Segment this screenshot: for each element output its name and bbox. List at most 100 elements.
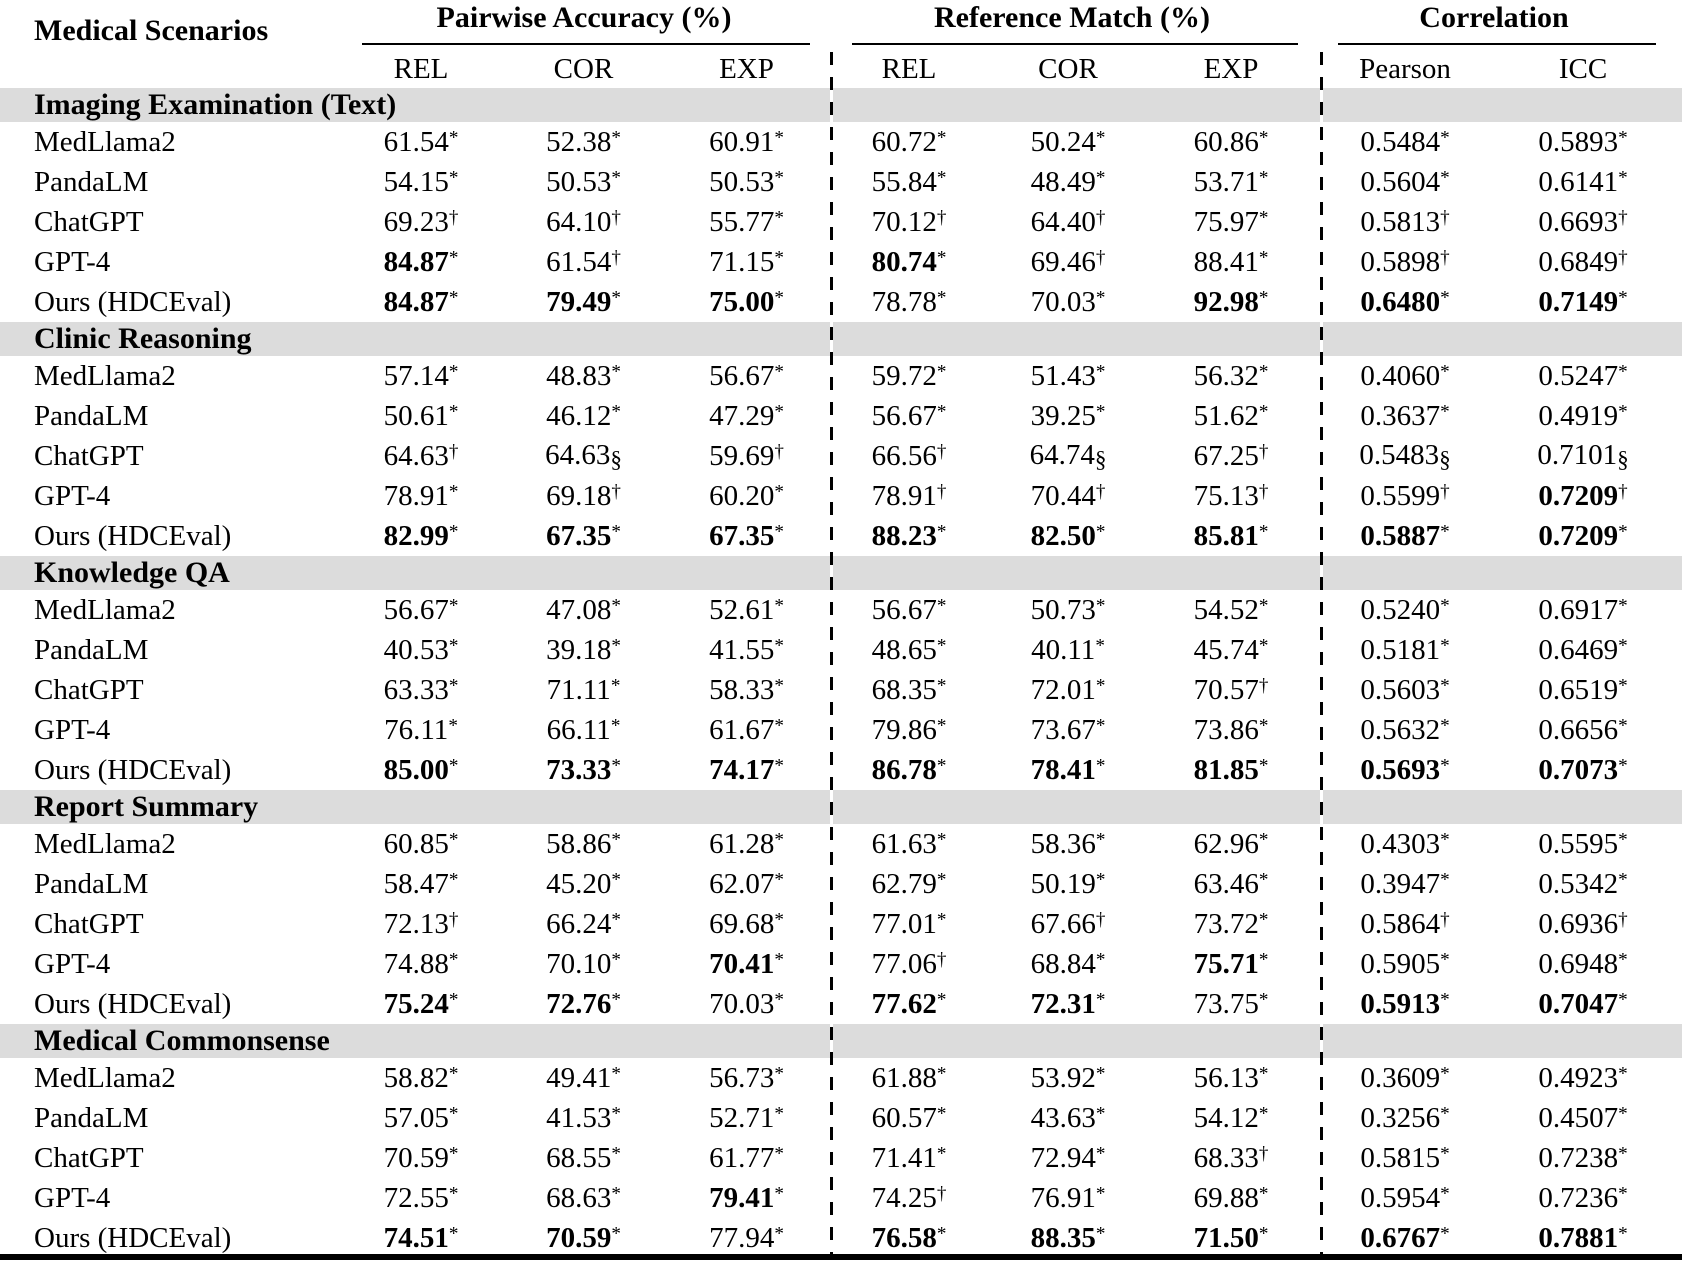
metric-value: 67.25 bbox=[1193, 439, 1259, 472]
metric-value: 70.41 bbox=[709, 947, 775, 980]
model-name: ChatGPT bbox=[34, 439, 144, 472]
significance-marker: * bbox=[1258, 401, 1269, 423]
significance-marker: † bbox=[1618, 207, 1628, 229]
significance-marker: * bbox=[1618, 361, 1628, 383]
model-name: Ours (HDCEval) bbox=[34, 987, 232, 1020]
model-name: Ours (HDCEval) bbox=[34, 753, 232, 786]
metric-cell: 67.66† bbox=[990, 908, 1146, 941]
group-correlation-label: Correlation bbox=[1419, 1, 1569, 34]
metric-value: 50.61 bbox=[383, 399, 449, 432]
metric-cell: 53.71* bbox=[1146, 166, 1316, 199]
metric-cell: 58.47* bbox=[340, 868, 502, 901]
metric-cell: 56.67* bbox=[665, 360, 828, 393]
significance-marker: * bbox=[1440, 521, 1450, 543]
metric-value: 0.6141 bbox=[1538, 165, 1619, 198]
significance-marker: * bbox=[1095, 989, 1106, 1011]
metric-value: 0.6917 bbox=[1538, 593, 1619, 626]
metric-cell: 62.96* bbox=[1146, 828, 1316, 861]
metric-value: 79.41 bbox=[709, 1181, 775, 1214]
metric-value: 64.63 bbox=[383, 439, 449, 472]
significance-marker: * bbox=[1440, 949, 1450, 971]
significance-marker: * bbox=[1440, 1103, 1450, 1125]
significance-marker: * bbox=[611, 1223, 621, 1245]
metric-cell: 70.03* bbox=[990, 286, 1146, 319]
metric-cell: 85.00* bbox=[340, 754, 502, 787]
metric-value: 72.94 bbox=[1030, 1141, 1096, 1174]
significance-marker: † bbox=[611, 207, 621, 229]
metric-value: 0.3256 bbox=[1360, 1101, 1441, 1134]
metric-cell: 0.5603* bbox=[1316, 674, 1494, 707]
metric-cell: 88.23* bbox=[828, 520, 990, 553]
metric-cell: 78.91* bbox=[340, 480, 502, 513]
metric-value: 56.13 bbox=[1193, 1061, 1259, 1094]
significance-marker: * bbox=[774, 909, 784, 931]
metric-cell: 50.53* bbox=[502, 166, 665, 199]
significance-marker: * bbox=[936, 167, 947, 189]
significance-marker: * bbox=[936, 127, 947, 149]
metric-value: 50.19 bbox=[1030, 867, 1096, 900]
significance-marker: * bbox=[774, 715, 784, 737]
metric-value: 74.88 bbox=[383, 947, 449, 980]
metric-cell: 0.5604* bbox=[1316, 166, 1494, 199]
significance-marker: * bbox=[1258, 521, 1269, 543]
significance-marker: * bbox=[1095, 1063, 1106, 1085]
metric-value: 0.5595 bbox=[1538, 827, 1619, 860]
col-header-pw-cor: COR bbox=[553, 52, 614, 85]
metric-cell: 0.5483§ bbox=[1316, 439, 1494, 474]
metric-value: 70.57 bbox=[1193, 673, 1259, 706]
metric-value: 0.5815 bbox=[1360, 1141, 1441, 1174]
metric-value: 0.6480 bbox=[1360, 285, 1441, 318]
metric-value: 61.67 bbox=[709, 713, 775, 746]
metric-cell: 82.99* bbox=[340, 520, 502, 553]
metric-value: 58.82 bbox=[383, 1061, 449, 1094]
significance-marker: * bbox=[1618, 635, 1628, 657]
model-name: ChatGPT bbox=[34, 673, 144, 706]
significance-marker: * bbox=[1095, 287, 1106, 309]
significance-marker: * bbox=[448, 989, 459, 1011]
significance-marker: † bbox=[1258, 1143, 1269, 1165]
metric-value: 0.4303 bbox=[1360, 827, 1441, 860]
section-title: Report Summary bbox=[34, 790, 259, 823]
metric-value: 57.05 bbox=[383, 1101, 449, 1134]
metric-cell: 47.29* bbox=[665, 400, 828, 433]
metric-value: 0.5484 bbox=[1360, 125, 1441, 158]
significance-marker: † bbox=[1095, 909, 1106, 931]
section-title: Medical Commonsense bbox=[34, 1024, 330, 1057]
metric-cell: 57.05* bbox=[340, 1102, 502, 1135]
metric-value: 75.13 bbox=[1193, 479, 1259, 512]
significance-marker: * bbox=[1440, 1223, 1450, 1245]
col-header-pw-rel: REL bbox=[393, 52, 449, 85]
model-name: MedLlama2 bbox=[34, 827, 176, 860]
metric-cell: 72.76* bbox=[502, 988, 665, 1021]
significance-marker: † bbox=[936, 441, 947, 463]
metric-value: 72.31 bbox=[1030, 987, 1096, 1020]
metric-cell: 79.86* bbox=[828, 714, 990, 747]
metric-cell: 0.6469* bbox=[1494, 634, 1672, 667]
metric-value: 73.75 bbox=[1193, 987, 1259, 1020]
metric-value: 47.29 bbox=[709, 399, 775, 432]
table-row: Ours (HDCEval) 84.87* 79.49* 75.00* 78.78* 70… bbox=[0, 282, 1682, 322]
metric-value: 55.77 bbox=[709, 205, 775, 238]
metric-cell: 55.77* bbox=[665, 206, 828, 239]
metric-value: 0.5913 bbox=[1360, 987, 1441, 1020]
metric-cell: 0.5342* bbox=[1494, 868, 1672, 901]
metric-value: 69.46 bbox=[1030, 245, 1096, 278]
metric-value: 81.85 bbox=[1193, 753, 1259, 786]
significance-marker: † bbox=[1440, 909, 1450, 931]
metric-cell: 0.5898† bbox=[1316, 246, 1494, 279]
metric-cell: 67.35* bbox=[665, 520, 828, 553]
significance-marker: * bbox=[611, 829, 621, 851]
metric-cell: 71.50* bbox=[1146, 1222, 1316, 1255]
metric-value: 43.63 bbox=[1030, 1101, 1096, 1134]
significance-marker: * bbox=[1095, 1103, 1106, 1125]
significance-marker: * bbox=[1618, 1223, 1628, 1245]
significance-marker: * bbox=[936, 1103, 947, 1125]
model-name: PandaLM bbox=[34, 633, 149, 666]
metric-value: 76.91 bbox=[1030, 1181, 1096, 1214]
metric-cell: 0.7238* bbox=[1494, 1142, 1672, 1175]
col-header-icc: ICC bbox=[1558, 52, 1608, 85]
dashed-separator-left bbox=[830, 52, 833, 1256]
metric-cell: 0.6767* bbox=[1316, 1222, 1494, 1255]
significance-marker: * bbox=[774, 1183, 784, 1205]
significance-marker: † bbox=[936, 949, 947, 971]
